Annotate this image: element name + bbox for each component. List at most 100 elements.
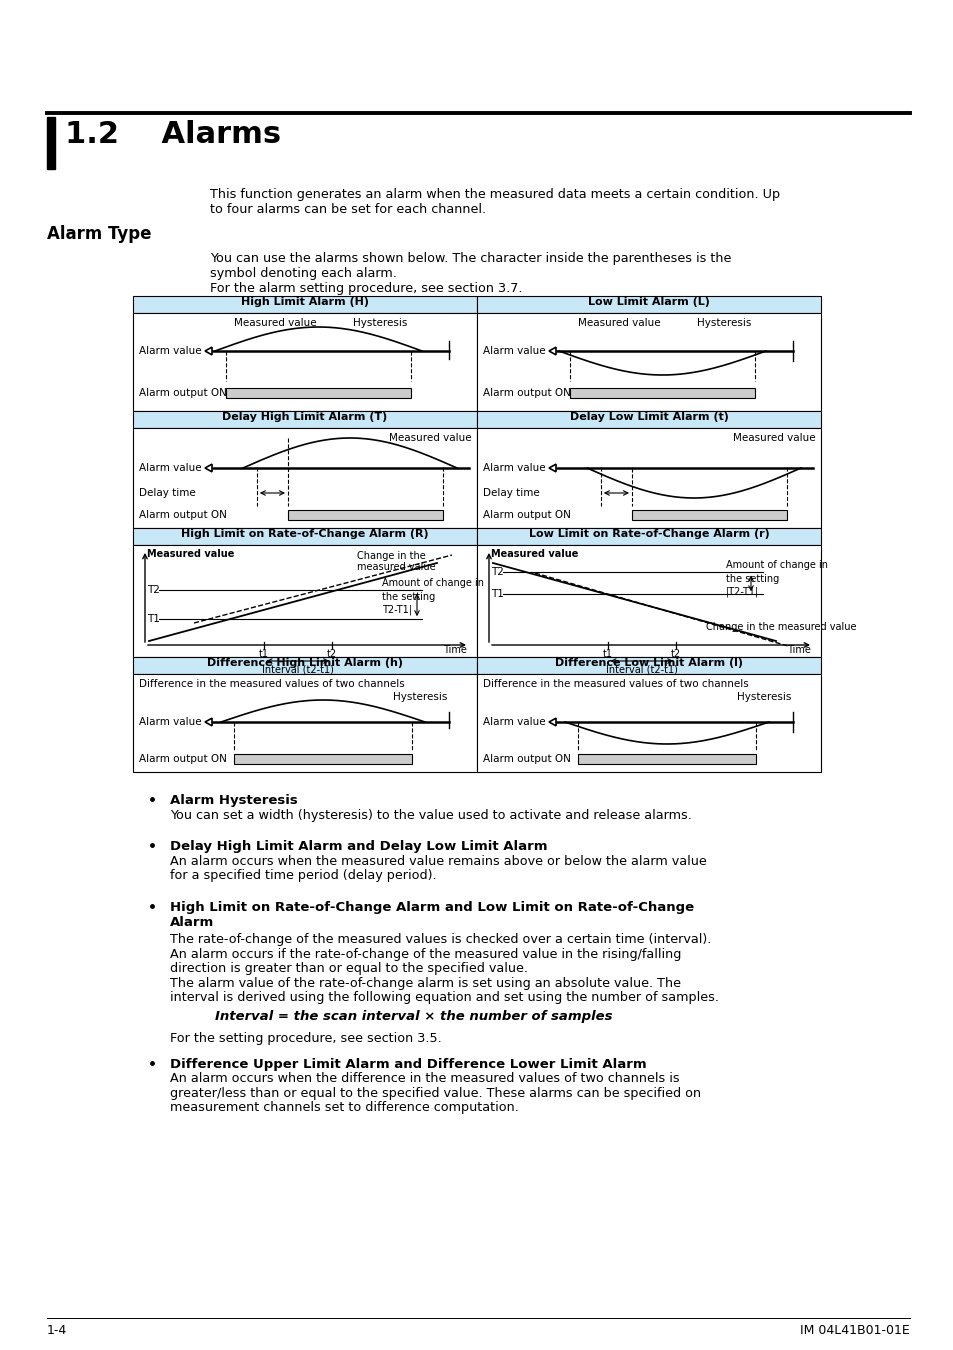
Text: interval is derived using the following equation and set using the number of sam: interval is derived using the following … — [170, 991, 719, 1004]
Text: The alarm value of the rate-of-change alarm is set using an absolute value. The: The alarm value of the rate-of-change al… — [170, 976, 680, 990]
Text: t1: t1 — [602, 649, 612, 659]
Text: Alarm output ON: Alarm output ON — [139, 755, 227, 764]
Bar — [578, 755, 755, 764]
Text: Hysteresis: Hysteresis — [353, 319, 407, 328]
Text: T2: T2 — [147, 586, 160, 595]
Text: This function generates an alarm when the measured data meets a certain conditio: This function generates an alarm when th… — [210, 188, 780, 201]
Text: Amount of change in: Amount of change in — [381, 578, 483, 589]
Text: Delay High Limit Alarm (T): Delay High Limit Alarm (T) — [222, 412, 387, 423]
Bar — [476, 296, 821, 313]
Text: t2: t2 — [670, 649, 680, 659]
Text: symbol denoting each alarm.: symbol denoting each alarm. — [210, 267, 396, 279]
Text: |T2-T1|: |T2-T1| — [725, 586, 759, 597]
Bar — [132, 674, 476, 772]
Text: Hysteresis: Hysteresis — [393, 693, 447, 702]
Text: Time: Time — [786, 645, 810, 655]
Text: Delay time: Delay time — [139, 487, 195, 498]
Text: Alarm output ON: Alarm output ON — [482, 387, 570, 398]
Text: T2: T2 — [491, 567, 503, 578]
Bar — [476, 410, 821, 428]
Text: Alarm value: Alarm value — [482, 463, 545, 472]
Text: Alarm output ON: Alarm output ON — [482, 755, 570, 764]
Text: Interval = the scan interval × the number of samples: Interval = the scan interval × the numbe… — [214, 1010, 612, 1023]
Text: High Limit on Rate-of-Change Alarm and Low Limit on Rate-of-Change: High Limit on Rate-of-Change Alarm and L… — [170, 902, 694, 914]
Text: The rate-of-change of the measured values is checked over a certain time (interv: The rate-of-change of the measured value… — [170, 933, 711, 946]
Text: measured value: measured value — [356, 562, 436, 572]
Text: High Limit Alarm (H): High Limit Alarm (H) — [241, 297, 369, 306]
Text: Alarm output ON: Alarm output ON — [139, 387, 227, 398]
Text: t2: t2 — [327, 649, 337, 659]
Text: For the setting procedure, see section 3.5.: For the setting procedure, see section 3… — [170, 1031, 441, 1045]
Text: the setting: the setting — [381, 593, 435, 602]
Text: An alarm occurs when the measured value remains above or below the alarm value: An alarm occurs when the measured value … — [170, 855, 706, 868]
Text: Change in the: Change in the — [356, 551, 425, 562]
Bar — [132, 545, 476, 657]
Text: Interval (t2-t1): Interval (t2-t1) — [262, 664, 334, 674]
Bar — [132, 296, 476, 313]
Text: Hysteresis: Hysteresis — [736, 693, 790, 702]
Text: greater/less than or equal to the specified value. These alarms can be specified: greater/less than or equal to the specif… — [170, 1087, 700, 1100]
Bar — [132, 528, 476, 545]
Text: Difference in the measured values of two channels: Difference in the measured values of two… — [139, 679, 404, 688]
Text: Difference Low Limit Alarm (l): Difference Low Limit Alarm (l) — [555, 657, 742, 668]
Bar — [132, 428, 476, 528]
Text: Change in the measured value: Change in the measured value — [705, 622, 856, 632]
Text: Measured value: Measured value — [233, 319, 316, 328]
Text: for a specified time period (delay period).: for a specified time period (delay perio… — [170, 869, 436, 883]
Text: IM 04L41B01-01E: IM 04L41B01-01E — [800, 1324, 909, 1336]
Text: the setting: the setting — [725, 574, 779, 585]
Text: Low Limit Alarm (L): Low Limit Alarm (L) — [587, 297, 709, 306]
Text: T2-T1|: T2-T1| — [381, 605, 412, 614]
Text: Hysteresis: Hysteresis — [696, 319, 750, 328]
Text: Alarm Hysteresis: Alarm Hysteresis — [170, 794, 297, 807]
Text: Measured value: Measured value — [389, 433, 472, 443]
Bar — [476, 428, 821, 528]
Text: Time: Time — [442, 645, 467, 655]
Bar — [288, 510, 442, 520]
Bar — [570, 387, 754, 398]
Bar — [132, 657, 476, 674]
Text: Low Limit on Rate-of-Change Alarm (r): Low Limit on Rate-of-Change Alarm (r) — [528, 529, 768, 539]
Bar — [226, 387, 410, 398]
Bar — [476, 674, 821, 772]
Bar — [132, 410, 476, 428]
Text: t1: t1 — [258, 649, 269, 659]
Text: An alarm occurs if the rate-of-change of the measured value in the rising/fallin: An alarm occurs if the rate-of-change of… — [170, 948, 680, 961]
Text: Alarm Type: Alarm Type — [47, 225, 152, 243]
Bar — [476, 657, 821, 674]
Text: Alarm output ON: Alarm output ON — [139, 510, 227, 520]
Text: Amount of change in: Amount of change in — [725, 560, 827, 570]
Bar — [476, 545, 821, 657]
Text: Alarm value: Alarm value — [139, 346, 201, 356]
Text: You can set a width (hysteresis) to the value used to activate and release alarm: You can set a width (hysteresis) to the … — [170, 809, 691, 822]
Text: You can use the alarms shown below. The character inside the parentheses is the: You can use the alarms shown below. The … — [210, 252, 731, 265]
Text: Delay Low Limit Alarm (t): Delay Low Limit Alarm (t) — [569, 412, 728, 423]
Text: An alarm occurs when the difference in the measured values of two channels is: An alarm occurs when the difference in t… — [170, 1072, 679, 1085]
Text: Delay time: Delay time — [482, 487, 539, 498]
Text: Alarm value: Alarm value — [482, 717, 545, 728]
Text: Alarm value: Alarm value — [482, 346, 545, 356]
Text: Alarm: Alarm — [170, 915, 214, 929]
Text: 1.2    Alarms: 1.2 Alarms — [65, 120, 281, 148]
Bar — [476, 528, 821, 545]
Text: Measured value: Measured value — [491, 549, 578, 559]
Text: to four alarms can be set for each channel.: to four alarms can be set for each chann… — [210, 202, 486, 216]
Text: T1: T1 — [147, 614, 160, 624]
Text: measurement channels set to difference computation.: measurement channels set to difference c… — [170, 1102, 518, 1114]
Bar — [47, 117, 55, 169]
Text: Alarm value: Alarm value — [139, 717, 201, 728]
Text: High Limit on Rate-of-Change Alarm (R): High Limit on Rate-of-Change Alarm (R) — [181, 529, 428, 539]
Bar — [132, 313, 476, 410]
Text: Interval (t2-t1): Interval (t2-t1) — [605, 664, 678, 674]
Text: For the alarm setting procedure, see section 3.7.: For the alarm setting procedure, see sec… — [210, 282, 522, 296]
Text: Difference Upper Limit Alarm and Difference Lower Limit Alarm: Difference Upper Limit Alarm and Differe… — [170, 1058, 646, 1071]
Text: T1: T1 — [491, 589, 503, 599]
Text: direction is greater than or equal to the specified value.: direction is greater than or equal to th… — [170, 963, 527, 975]
Text: Difference in the measured values of two channels: Difference in the measured values of two… — [482, 679, 748, 688]
Bar — [631, 510, 786, 520]
Text: 1-4: 1-4 — [47, 1324, 67, 1336]
Text: Difference High Limit Alarm (h): Difference High Limit Alarm (h) — [207, 657, 402, 668]
Text: Measured value: Measured value — [733, 433, 815, 443]
Bar — [234, 755, 412, 764]
Text: Measured value: Measured value — [578, 319, 659, 328]
